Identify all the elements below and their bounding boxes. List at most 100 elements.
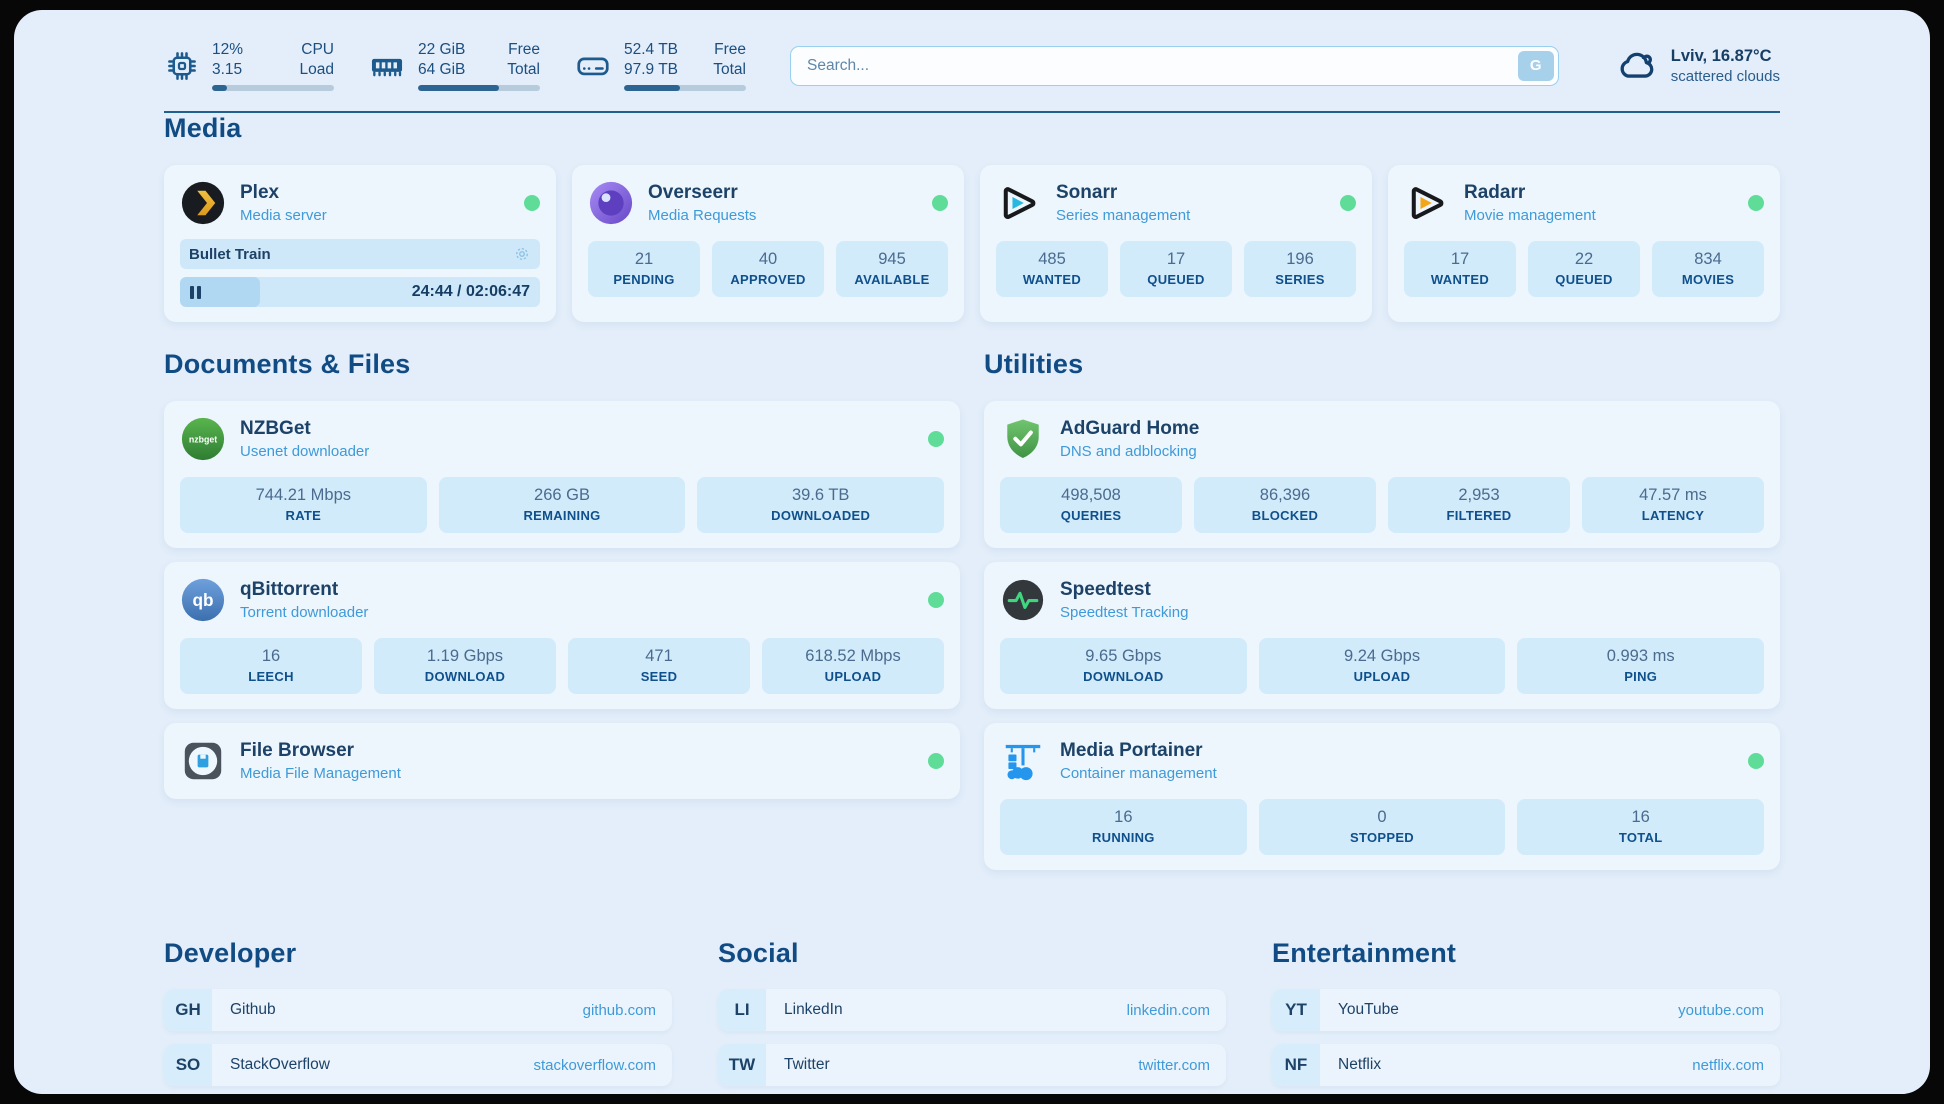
app-link-plex[interactable]: Plex Media server: [180, 180, 540, 226]
stat-label: SERIES: [1275, 272, 1325, 288]
status-dot: [1748, 195, 1764, 212]
bookmark-column-social: Social LI LinkedIn linkedin.com TW Twitt…: [718, 938, 1226, 1094]
playback-progress-track: 24:44 / 02:06:47: [180, 277, 540, 308]
bookmark-youtube[interactable]: YT YouTube youtube.com: [1272, 989, 1780, 1032]
bookmark-abbr: TW: [718, 1044, 766, 1087]
disk-progress-track: [624, 85, 746, 92]
stat-tile: 17 WANTED: [1404, 241, 1516, 298]
bookmark-abbr: YT: [1272, 989, 1320, 1032]
svg-text:nzbget: nzbget: [189, 435, 217, 445]
stat-value: 16: [1114, 808, 1133, 827]
app-title: Media Portainer: [1060, 740, 1203, 762]
app-title: Plex: [240, 182, 280, 204]
app-card-qbittorrent: qb qBittorrent Torrent downloader 16 LEE…: [164, 562, 960, 710]
disk-free-label: Free: [714, 41, 746, 58]
stat-value: 9.65 Gbps: [1085, 647, 1162, 666]
stat-value: 86,396: [1259, 486, 1311, 505]
status-dot: [932, 195, 948, 212]
stat-tile: 40 APPROVED: [712, 241, 824, 298]
stat-value: 2,953: [1458, 486, 1500, 505]
nzbget-icon: nzbget: [181, 418, 225, 461]
app-card-nzbget: nzbget NZBGet Usenet downloader 744.21 M…: [164, 401, 960, 549]
ram-free-label: Free: [508, 41, 540, 58]
stat-value: 17: [1166, 250, 1186, 269]
app-link-filebrowser[interactable]: File Browser Media File Management: [180, 738, 944, 784]
app-link-sonarr[interactable]: Sonarr Series management: [996, 180, 1356, 226]
app-link-speedtest[interactable]: Speedtest Speedtest Tracking: [1000, 577, 1764, 623]
playback-time: 24:44 / 02:06:47: [411, 283, 530, 301]
stat-value: 471: [645, 647, 673, 666]
pause-icon[interactable]: [190, 285, 201, 299]
app-title: AdGuard Home: [1060, 418, 1200, 440]
stat-label: LATENCY: [1641, 508, 1705, 524]
stat-tile: 834 MOVIES: [1652, 241, 1764, 298]
bookmark-linkedin[interactable]: LI LinkedIn linkedin.com: [718, 989, 1226, 1032]
bookmark-netflix[interactable]: NF Netflix netflix.com: [1272, 1044, 1780, 1087]
section-title-documents: Documents & Files: [164, 349, 411, 380]
resource-monitors: 12% CPU 3.15 Load: [164, 40, 746, 92]
filebrowser-icon: [184, 743, 222, 780]
speedtest-icon: [1002, 580, 1044, 621]
app-card-radarr: Radarr Movie management 17 WANTED 22 QUE…: [1388, 165, 1780, 323]
app-link-qbittorrent[interactable]: qb qBittorrent Torrent downloader: [180, 577, 944, 623]
app-title: Overseerr: [648, 182, 738, 204]
stat-value: 17: [1450, 250, 1470, 269]
app-link-radarr[interactable]: Radarr Movie management: [1404, 180, 1764, 226]
disk-icon: [577, 57, 609, 75]
cpu-progress-track: [212, 85, 334, 92]
stat-tile: 485 WANTED: [996, 241, 1108, 298]
app-link-adguard[interactable]: AdGuard Home DNS and adblocking: [1000, 416, 1764, 462]
app-subtitle: Speedtest Tracking: [1060, 604, 1189, 622]
app-link-overseerr[interactable]: Overseerr Media Requests: [588, 180, 948, 226]
bookmark-github[interactable]: GH Github github.com: [164, 989, 672, 1032]
stat-row: 9.65 Gbps DOWNLOAD 9.24 Gbps UPLOAD 0.99…: [1000, 638, 1765, 695]
bookmark-url: netflix.com: [1692, 1056, 1764, 1074]
stat-tile: 0 STOPPED: [1258, 799, 1506, 856]
bookmark-twitter[interactable]: TW Twitter twitter.com: [718, 1044, 1226, 1087]
disk-total: 97.9 TB: [624, 61, 679, 79]
stat-row: 498,508 QUERIES 86,396 BLOCKED 2,953 FIL…: [1000, 477, 1764, 534]
app-card-portainer: Media Portainer Container management 16 …: [984, 723, 1780, 871]
app-link-nzbget[interactable]: nzbget NZBGet Usenet downloader: [180, 416, 944, 462]
stat-value: 0: [1377, 808, 1387, 827]
stat-value: 945: [878, 250, 906, 269]
bookmark-url: youtube.com: [1678, 1001, 1764, 1019]
bookmark-stackoverflow[interactable]: SO StackOverflow stackoverflow.com: [164, 1044, 672, 1087]
status-dot: [1748, 753, 1764, 770]
stat-label: UPLOAD: [824, 669, 882, 685]
stat-label: PING: [1624, 669, 1658, 685]
disk-monitor: 52.4 TB Free 97.9 TB Total: [574, 40, 746, 92]
weather-widget: Lviv, 16.87°C scattered clouds: [1615, 44, 1780, 88]
bookmark-url: twitter.com: [1138, 1056, 1210, 1074]
stat-tile: 86,396 BLOCKED: [1194, 477, 1376, 534]
stat-label: RUNNING: [1091, 830, 1155, 846]
app-card-speedtest: Speedtest Speedtest Tracking 9.65 Gbps D…: [984, 562, 1780, 710]
app-subtitle: Series management: [1056, 207, 1191, 225]
search-engine-button[interactable]: G: [1517, 50, 1554, 81]
stat-row: 744.21 Mbps RATE 266 GB REMAINING 39.6 T…: [180, 477, 945, 534]
media-settings-button[interactable]: [513, 245, 531, 263]
bookmark-abbr: LI: [718, 989, 766, 1032]
adguard-icon: [1007, 419, 1039, 459]
app-card-sonarr: Sonarr Series management 485 WANTED 17 Q…: [980, 165, 1372, 323]
stat-tile: 471 SEED: [568, 638, 750, 695]
portainer-icon: [1005, 745, 1041, 781]
cpu-monitor: 12% CPU 3.15 Load: [164, 40, 334, 92]
app-link-portainer[interactable]: Media Portainer Container management: [1000, 738, 1764, 784]
section-title-media: Media: [164, 113, 242, 144]
stat-tile: 0.993 ms PING: [1517, 638, 1765, 695]
media-card-grid: Plex Media server Bullet Train 24: [164, 165, 1780, 323]
stat-label: FILTERED: [1446, 508, 1512, 524]
stat-value: 266 GB: [534, 486, 590, 505]
stat-tile: 196 SERIES: [1244, 241, 1356, 298]
status-dot: [1340, 195, 1356, 212]
stat-value: 40: [758, 250, 778, 269]
stat-tile: 47.57 ms LATENCY: [1582, 477, 1764, 534]
stat-row: 16 LEECH 1.19 Gbps DOWNLOAD 471 SEED 618…: [180, 638, 944, 695]
stat-value: 618.52 Mbps: [805, 647, 901, 666]
stat-value: 485: [1038, 250, 1066, 269]
bookmark-url: stackoverflow.com: [533, 1056, 656, 1074]
app-card-adguard: AdGuard Home DNS and adblocking 498,508 …: [984, 401, 1780, 549]
search-input[interactable]: [790, 45, 1559, 86]
